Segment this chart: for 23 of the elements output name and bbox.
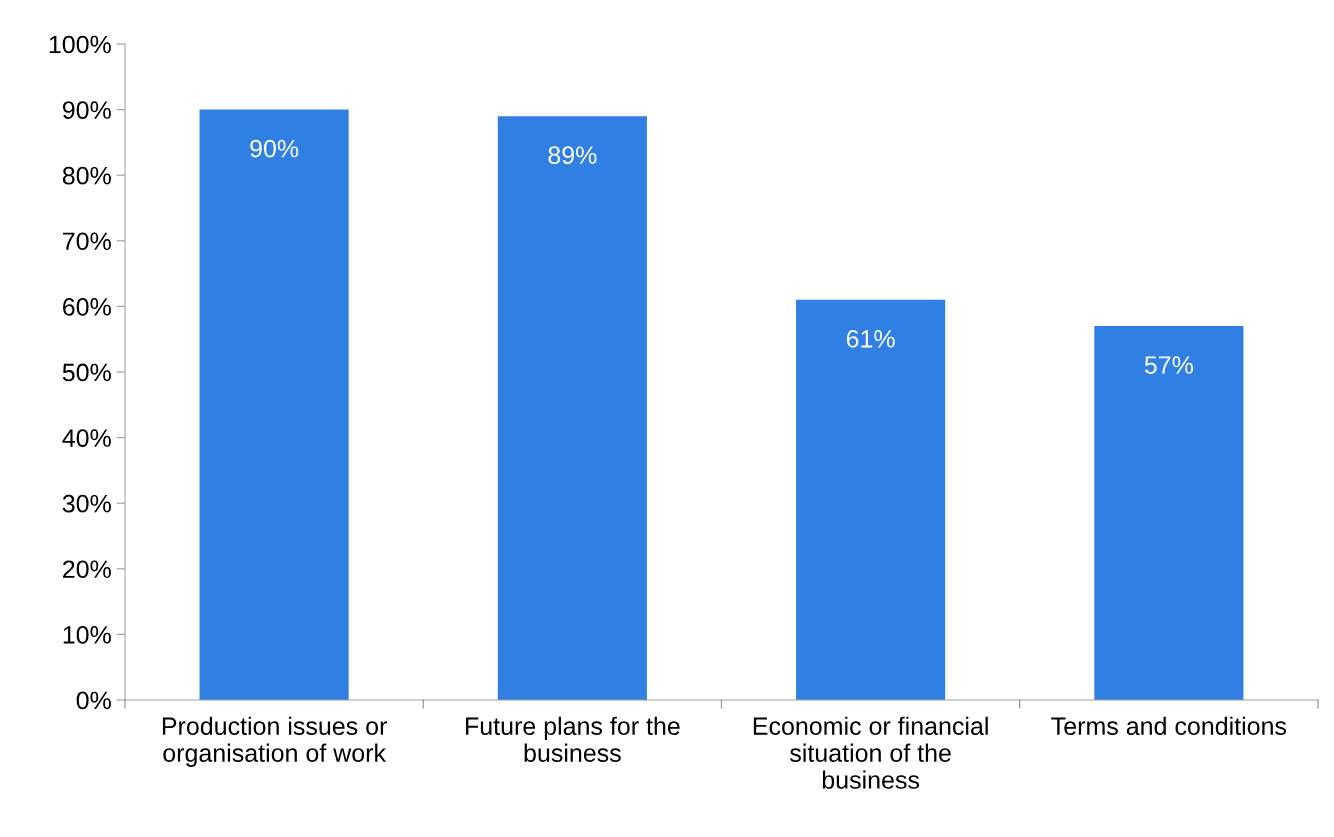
bar: [497, 116, 647, 700]
bar: [199, 109, 349, 700]
y-tick-label: 10%: [63, 625, 111, 644]
x-tick-label: Production issues or organisation of work: [162, 716, 387, 767]
y-tick-label: 40%: [62, 429, 111, 447]
x-tick-label: Terms and conditions: [1051, 716, 1287, 736]
data-label: 57%: [1144, 356, 1193, 374]
y-tick-label: 60%: [63, 298, 111, 316]
y-tick-label: 50%: [62, 363, 111, 382]
y-tick-label: 80%: [62, 166, 111, 185]
y-tick-label: 30%: [62, 494, 111, 513]
bar: [1094, 326, 1244, 700]
data-label: 61%: [846, 329, 895, 348]
data-label: 90%: [250, 139, 299, 158]
x-tick-label: Future plans for the business: [466, 716, 680, 762]
x-tick-label: Economic or financial situation of the business: [753, 716, 988, 789]
data-label: 89%: [548, 146, 597, 165]
y-tick-label: 90%: [62, 101, 111, 119]
bar: [796, 299, 946, 700]
y-tick-label: 20%: [63, 560, 111, 579]
y-tick-label: 70%: [63, 232, 111, 251]
y-tick-label: 100%: [49, 35, 111, 54]
y-tick-label: 0%: [76, 691, 111, 710]
